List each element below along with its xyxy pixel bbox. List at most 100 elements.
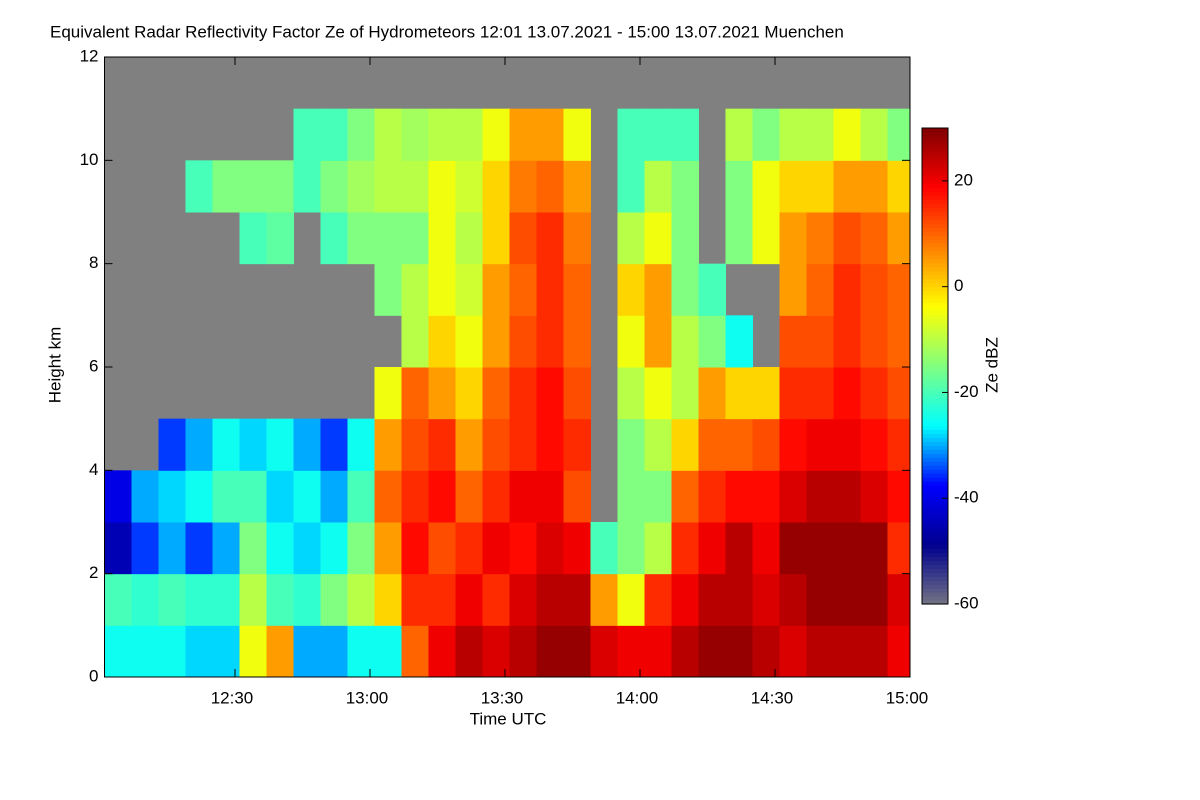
heatmap-cell (401, 470, 429, 523)
heatmap-cell (563, 625, 591, 677)
heatmap-cell (644, 470, 672, 523)
heatmap-cell (887, 315, 910, 368)
colorbar-label: Ze dBZ (982, 337, 1001, 393)
heatmap-cell (671, 315, 699, 368)
colorbar-segment (922, 552, 948, 557)
colorbar-segment (922, 465, 948, 470)
colorbar-segment (922, 397, 948, 403)
heatmap-cell (239, 625, 267, 677)
heatmap-cell (509, 160, 537, 213)
heatmap-cell (617, 160, 645, 213)
heatmap-cell (131, 625, 159, 677)
colorbar-segment (922, 322, 948, 327)
heatmap-cell (482, 625, 510, 677)
heatmap-cell (455, 470, 483, 523)
heatmap-cell (617, 573, 645, 626)
heatmap-cell (671, 367, 699, 420)
colorbar-segment (922, 393, 948, 399)
heatmap-cell (320, 625, 348, 677)
colorbar-segment (922, 243, 948, 248)
heatmap-cell (185, 625, 213, 677)
heatmap-cell (725, 315, 753, 368)
heatmap-cell (887, 573, 910, 626)
heatmap-cell (860, 418, 888, 471)
colorbar-segment (922, 445, 948, 450)
heatmap-cell (509, 522, 537, 575)
colorbar-segment (922, 310, 948, 316)
heatmap-cell (374, 160, 402, 213)
colorbar-segment (922, 155, 948, 161)
colorbar-segment (922, 564, 948, 569)
heatmap-cell (536, 212, 564, 265)
heatmap-cell (428, 522, 456, 575)
heatmap-cell (644, 418, 672, 471)
heatmap-cell (860, 470, 888, 523)
heatmap-cell (401, 263, 429, 316)
heatmap-cell (725, 108, 753, 161)
heatmap-cell (455, 573, 483, 626)
heatmap-cell (806, 263, 834, 316)
heatmap-cell (158, 625, 186, 677)
heatmap-cell (725, 160, 753, 213)
heatmap-cell (428, 418, 456, 471)
colorbar-segment (922, 274, 948, 280)
heatmap-cell (428, 108, 456, 161)
heatmap-cell (239, 522, 267, 575)
colorbar-segment (922, 191, 948, 197)
colorbar-segment (922, 346, 948, 351)
colorbar-segment (922, 433, 948, 438)
heatmap-cell (509, 315, 537, 368)
x-tick-label: 12:30 (211, 688, 254, 707)
heatmap-cell (563, 367, 591, 420)
heatmap-cell (833, 212, 861, 265)
colorbar-segment (922, 512, 948, 518)
heatmap-cell (104, 573, 132, 626)
heatmap-cell (509, 418, 537, 471)
heatmap-cell (320, 573, 348, 626)
heatmap-cell (752, 573, 780, 626)
heatmap-cell (347, 160, 375, 213)
heatmap-cell (482, 108, 510, 161)
heatmap-cell (833, 108, 861, 161)
colorbar-segment (922, 596, 948, 601)
heatmap-cell (671, 625, 699, 677)
heatmap-cell (887, 263, 910, 316)
heatmap-cell (671, 522, 699, 575)
heatmap-cell (374, 108, 402, 161)
heatmap-cell (455, 315, 483, 368)
heatmap-cell (428, 160, 456, 213)
colorbar-segment (922, 588, 948, 593)
heatmap-cell (563, 108, 591, 161)
colorbar-segment (922, 167, 948, 173)
heatmap-cell (671, 470, 699, 523)
heatmap-cell (779, 418, 807, 471)
heatmap-cell (833, 522, 861, 575)
heatmap-cell (752, 108, 780, 161)
heatmap-cell (212, 160, 240, 213)
colorbar-segment (922, 524, 948, 530)
heatmap-cell (698, 263, 726, 316)
heatmap-cell (698, 522, 726, 575)
heatmap-cell (401, 315, 429, 368)
colorbar-segment (922, 330, 948, 335)
colorbar-segment (922, 572, 948, 577)
colorbar-segment (922, 429, 948, 435)
heatmap-cell (347, 212, 375, 265)
heatmap-cell (536, 625, 564, 677)
heatmap-cell (212, 470, 240, 523)
colorbar-segment (922, 481, 948, 486)
colorbar-segment (922, 207, 948, 212)
heatmap-cell (563, 470, 591, 523)
heatmap-cell (401, 625, 429, 677)
heatmap-cell (563, 315, 591, 368)
colorbar-segment (922, 250, 948, 256)
colorbar-segment (922, 334, 948, 339)
heatmap-cell (806, 625, 834, 677)
y-tick-label: 12 (80, 46, 99, 65)
heatmap-cell (536, 573, 564, 626)
colorbar-segment (922, 171, 948, 177)
y-tick-label: 6 (89, 356, 98, 375)
colorbar-segment (922, 135, 948, 141)
heatmap-cell (644, 367, 672, 420)
